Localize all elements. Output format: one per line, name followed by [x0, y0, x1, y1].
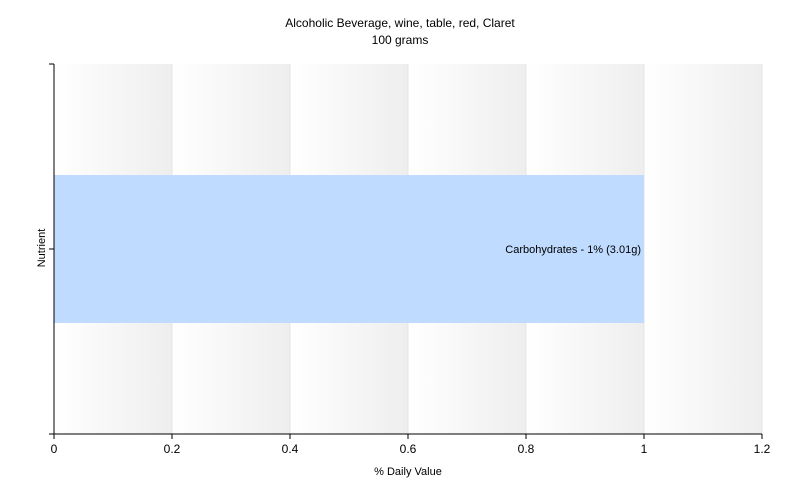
chart-title: Alcoholic Beverage, wine, table, red, Cl…: [285, 16, 515, 30]
x-tick-label: 0.8: [518, 442, 535, 456]
chart-subtitle: 100 grams: [371, 33, 429, 47]
x-tick-label: 1: [641, 442, 648, 456]
x-tick-label: 0: [51, 442, 58, 456]
x-tick-label: 1.2: [754, 442, 771, 456]
x-tick-label: 0.2: [164, 442, 181, 456]
plot-background-band: [644, 64, 762, 434]
y-axis-label: Nutrient: [36, 228, 48, 268]
x-axis-label: % Daily Value: [374, 466, 442, 478]
x-tick-label: 0.4: [282, 442, 299, 456]
bar-data-label: Carbohydrates - 1% (3.01g): [505, 244, 641, 256]
x-tick-label: 0.6: [400, 442, 417, 456]
bar: [54, 175, 644, 323]
